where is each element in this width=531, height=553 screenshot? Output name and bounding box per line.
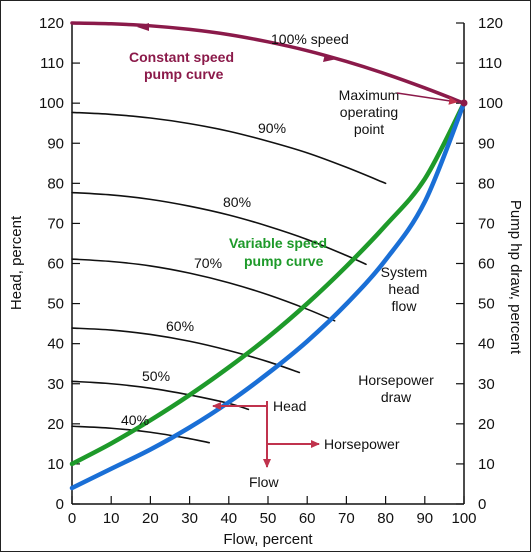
label-90pct: 90% [258, 120, 286, 136]
y-tick-label: 20 [47, 416, 64, 433]
label-100-speed: 100% speed [271, 31, 349, 47]
series-50 [71, 380, 250, 411]
x-axis-title: Flow, percent [223, 531, 313, 548]
y-tick-label: 60 [47, 256, 64, 273]
series-80 [71, 191, 367, 266]
y-tick-label: 80 [47, 175, 64, 192]
label-max-1: Maximum [339, 87, 400, 103]
label-80pct: 80% [223, 194, 251, 210]
label-variable-speed-1: Variable speed [229, 235, 327, 251]
y-tick-label: 30 [47, 376, 64, 393]
x-tick-label: 30 [181, 510, 198, 527]
y2-tick-label: 20 [478, 416, 495, 433]
y2-tick-label: 120 [478, 15, 503, 32]
x-tick-label: 100 [451, 510, 476, 527]
label-system-3: flow [392, 298, 418, 314]
y2-tick-label: 0 [478, 496, 486, 513]
x-tick-label: 20 [142, 510, 159, 527]
y-tick-label: 110 [40, 55, 64, 72]
label-constant-speed-2: pump curve [144, 66, 224, 82]
x-tick-label: 70 [338, 510, 355, 527]
label-horsepower: Horsepower [324, 436, 400, 452]
series-90 [71, 111, 387, 185]
x-tick-label: 60 [299, 510, 316, 527]
y2-tick-label: 80 [478, 175, 495, 192]
y2-tick-label: 50 [478, 296, 495, 313]
x-tick-label: 0 [68, 510, 76, 527]
y-tick-label: 100 [39, 95, 64, 112]
label-70pct: 70% [194, 255, 222, 271]
label-50pct: 50% [142, 368, 170, 384]
label-head: Head [273, 398, 306, 414]
label-flow: Flow [249, 474, 279, 490]
y2-tick-label: 60 [478, 256, 495, 273]
y-tick-label: 120 [39, 15, 64, 32]
series-60 [71, 327, 301, 374]
label-40pct: 40% [121, 412, 149, 428]
y2-tick-label: 30 [478, 376, 495, 393]
y-tick-label: 40 [47, 336, 64, 353]
y2-tick-label: 90 [478, 135, 495, 152]
y-tick-label: 50 [47, 296, 64, 313]
x-tick-label: 80 [377, 510, 394, 527]
series-variable-speed-pump-curve [69, 100, 467, 467]
label-60pct: 60% [166, 318, 194, 334]
label-hp-draw-1: Horsepower [358, 372, 434, 388]
y2-tick-label: 10 [478, 456, 495, 473]
x-tick-label: 40 [220, 510, 237, 527]
max-point-pointer [396, 92, 458, 105]
series-system-head-flow [69, 100, 467, 491]
x-tick-label: 10 [103, 510, 120, 527]
y-axis-title: Head, percent [8, 215, 25, 310]
label-system-2: head [388, 281, 419, 297]
label-hp-draw-2: draw [381, 389, 412, 405]
y2-tick-label: 70 [478, 215, 495, 232]
label-system-1: System [381, 264, 428, 280]
tick-marks: 0 10 20 30 40 50 60 70 80 90 100010203040506070809… [39, 15, 503, 527]
label-variable-speed-2: pump curve [244, 253, 324, 269]
series-40 [71, 425, 210, 444]
max-operating-point [460, 99, 468, 107]
y-tick-label: 10 [47, 456, 64, 473]
series-constant-speed-pump-curve [70, 21, 466, 105]
y2-axis-title: Pump hp draw, percent [507, 200, 524, 355]
x-tick-label: 50 [260, 510, 277, 527]
curves [69, 21, 467, 491]
x-tick-label: 90 [416, 510, 433, 527]
y-tick-label: 0 [56, 496, 64, 513]
constant-curve-arrow-left [137, 23, 149, 31]
y2-tick-label: 40 [478, 336, 495, 353]
y2-tick-label: 110 [478, 55, 502, 72]
label-constant-speed-1: Constant speed [129, 49, 234, 65]
label-max-2: operating [340, 104, 398, 120]
y-tick-label: 90 [47, 135, 64, 152]
label-max-3: point [354, 121, 384, 137]
y2-tick-label: 100 [478, 95, 503, 112]
y-tick-label: 70 [47, 215, 64, 232]
annotations: 100% speed Constant speed pump curve Max… [121, 23, 468, 490]
constant-curve-arrow-right [323, 54, 337, 62]
